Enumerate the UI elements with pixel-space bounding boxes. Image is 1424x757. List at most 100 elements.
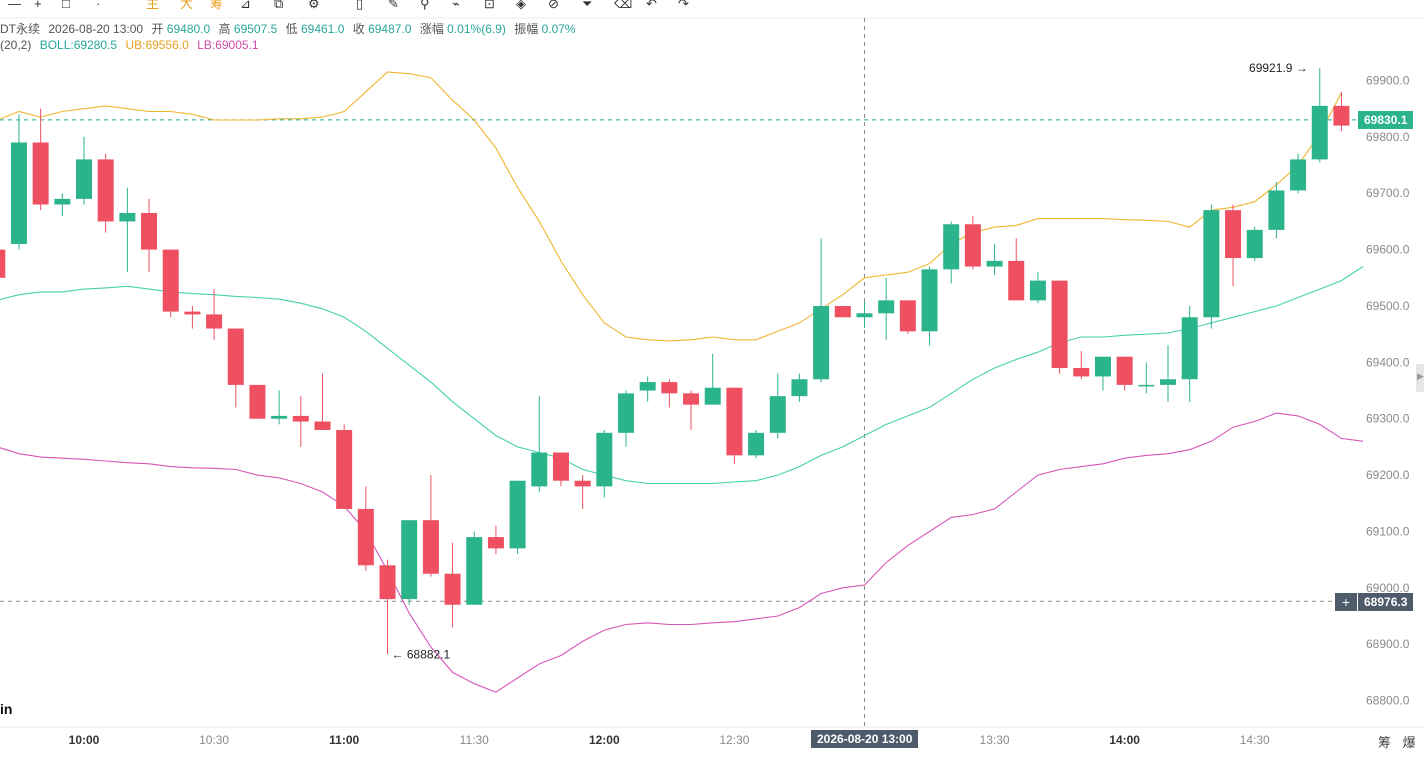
candle-body: [964, 224, 981, 267]
annotations-layer: 69921.9 → ← 68882.1: [392, 61, 1308, 661]
candle-body: [921, 269, 938, 332]
candle-body: [422, 520, 439, 574]
zoom-icon[interactable]: ⚲: [420, 0, 430, 11]
settings-icon[interactable]: ⚙: [308, 0, 320, 11]
change-label: 涨幅: [419, 22, 444, 36]
x-tick-label: 12:30: [719, 733, 749, 747]
candle-body: [76, 159, 92, 199]
candle-body: [379, 565, 396, 600]
ohlc-info-line: DT永续 2026-08-20 13:00 开 69480.0 高 69507.…: [0, 20, 576, 37]
candle-body: [1029, 280, 1046, 301]
last-price-badge: 69830.1: [1358, 111, 1414, 129]
high-value: 69507.5: [233, 22, 278, 36]
y-tick-label: 69600.0: [1366, 243, 1410, 257]
x-tick-label: 12:00: [589, 733, 620, 747]
minus-icon[interactable]: —: [8, 0, 21, 11]
candle-body: [552, 452, 569, 481]
candle-body: [596, 432, 613, 487]
open-value: 69480.0: [166, 22, 211, 36]
candle-body: [791, 379, 808, 397]
boll-info-line: (20,2) BOLL:69280.5 UB:69556.0 LB:69005.…: [0, 38, 259, 52]
candle-body: [357, 508, 374, 566]
candle-body: [834, 305, 851, 318]
candle-body: [97, 159, 114, 222]
crosshair-icon[interactable]: +: [34, 0, 42, 11]
x-tick-label: 10:30: [199, 733, 229, 747]
y-tick-label: 69400.0: [1366, 355, 1410, 369]
open-label: 开: [151, 22, 164, 36]
fib-icon[interactable]: 筹: [210, 0, 224, 11]
redo-icon[interactable]: ↷: [678, 0, 689, 11]
amplitude-value: 0.07%: [541, 22, 576, 36]
candle-body: [1333, 105, 1350, 126]
x-tick-label: 13:30: [980, 733, 1010, 747]
candle-body: [184, 311, 201, 315]
filter-icon[interactable]: ⏷: [582, 0, 593, 11]
trash-icon[interactable]: ⌫: [614, 0, 633, 11]
square-icon[interactable]: □: [62, 0, 70, 11]
candle-body: [878, 300, 895, 314]
close-label: 收: [352, 22, 365, 36]
candle-body: [1181, 317, 1198, 380]
add-alert-button[interactable]: +: [1335, 593, 1357, 611]
lock-icon[interactable]: ⊡: [484, 0, 495, 11]
candle-body: [444, 573, 461, 605]
candle-body: [466, 537, 483, 605]
y-tick-label: 68900.0: [1366, 637, 1410, 651]
undo-icon[interactable]: ↶: [646, 0, 657, 11]
candle-body: [943, 224, 960, 270]
candle-body: [292, 415, 309, 422]
ruler-icon[interactable]: ⊿: [240, 0, 251, 11]
crosshair-time-badge: 2026-08-20 13:00: [811, 730, 919, 748]
candle-body: [1008, 260, 1025, 301]
boll-params: (20,2): [0, 38, 32, 52]
eye-icon[interactable]: ⊘: [548, 0, 559, 11]
x-tick-label: 11:00: [329, 733, 359, 747]
candle-body: [1051, 280, 1068, 368]
magnet-icon[interactable]: ⌁: [452, 0, 460, 11]
y-tick-label: 69500.0: [1366, 299, 1410, 313]
candle-body: [986, 260, 1003, 267]
x-tick-label: 14:00: [1109, 733, 1140, 747]
boll-ub-value: UB:69556.0: [125, 38, 189, 52]
boll-mid-line: [0, 266, 1364, 485]
candle-body: [227, 328, 244, 385]
x-tick-label: 14:30: [1240, 733, 1270, 747]
close-value: 69487.0: [368, 22, 412, 36]
text-icon[interactable]: 大: [180, 0, 194, 11]
corner-tool-buttons[interactable]: 筹 爆: [1378, 735, 1420, 750]
chevron-right-icon: ▶: [1417, 371, 1424, 381]
footer-text: in: [0, 701, 13, 717]
candle-body: [336, 429, 353, 509]
candle-body: [813, 305, 830, 380]
candle-body: [856, 313, 873, 318]
datetime-label: 2026-08-20 13:00: [48, 22, 144, 36]
layers-icon[interactable]: ◈: [516, 0, 526, 11]
candle-body: [206, 314, 223, 329]
scroll-handle[interactable]: ▶: [1416, 364, 1424, 392]
candle-body: [1225, 210, 1242, 259]
symbol-label: DT永续: [0, 22, 40, 36]
candle-body: [1116, 356, 1133, 385]
candle-body: [1290, 159, 1307, 191]
dot-icon[interactable]: ·: [96, 0, 101, 11]
candle-body: [1246, 229, 1263, 259]
candle-body: [748, 432, 765, 456]
candle-body: [726, 387, 743, 456]
candle-body: [639, 382, 656, 391]
candle-body: [509, 480, 526, 549]
candle-body: [899, 300, 916, 332]
candle-body: [1160, 379, 1176, 385]
candle-body: [249, 384, 266, 419]
pin-icon[interactable]: 主: [146, 0, 160, 11]
copy-icon[interactable]: ⧉: [274, 0, 284, 11]
pencil-icon[interactable]: ✎: [388, 0, 399, 11]
y-tick-label: 69000.0: [1366, 581, 1410, 595]
candle-body: [704, 387, 721, 405]
y-tick-label: 69700.0: [1366, 186, 1410, 200]
bookmark-icon[interactable]: ▯: [356, 0, 364, 11]
boll-lb-value: LB:69005.1: [197, 38, 259, 52]
x-tick-label: 10:00: [69, 733, 100, 747]
candle-body: [314, 421, 331, 430]
